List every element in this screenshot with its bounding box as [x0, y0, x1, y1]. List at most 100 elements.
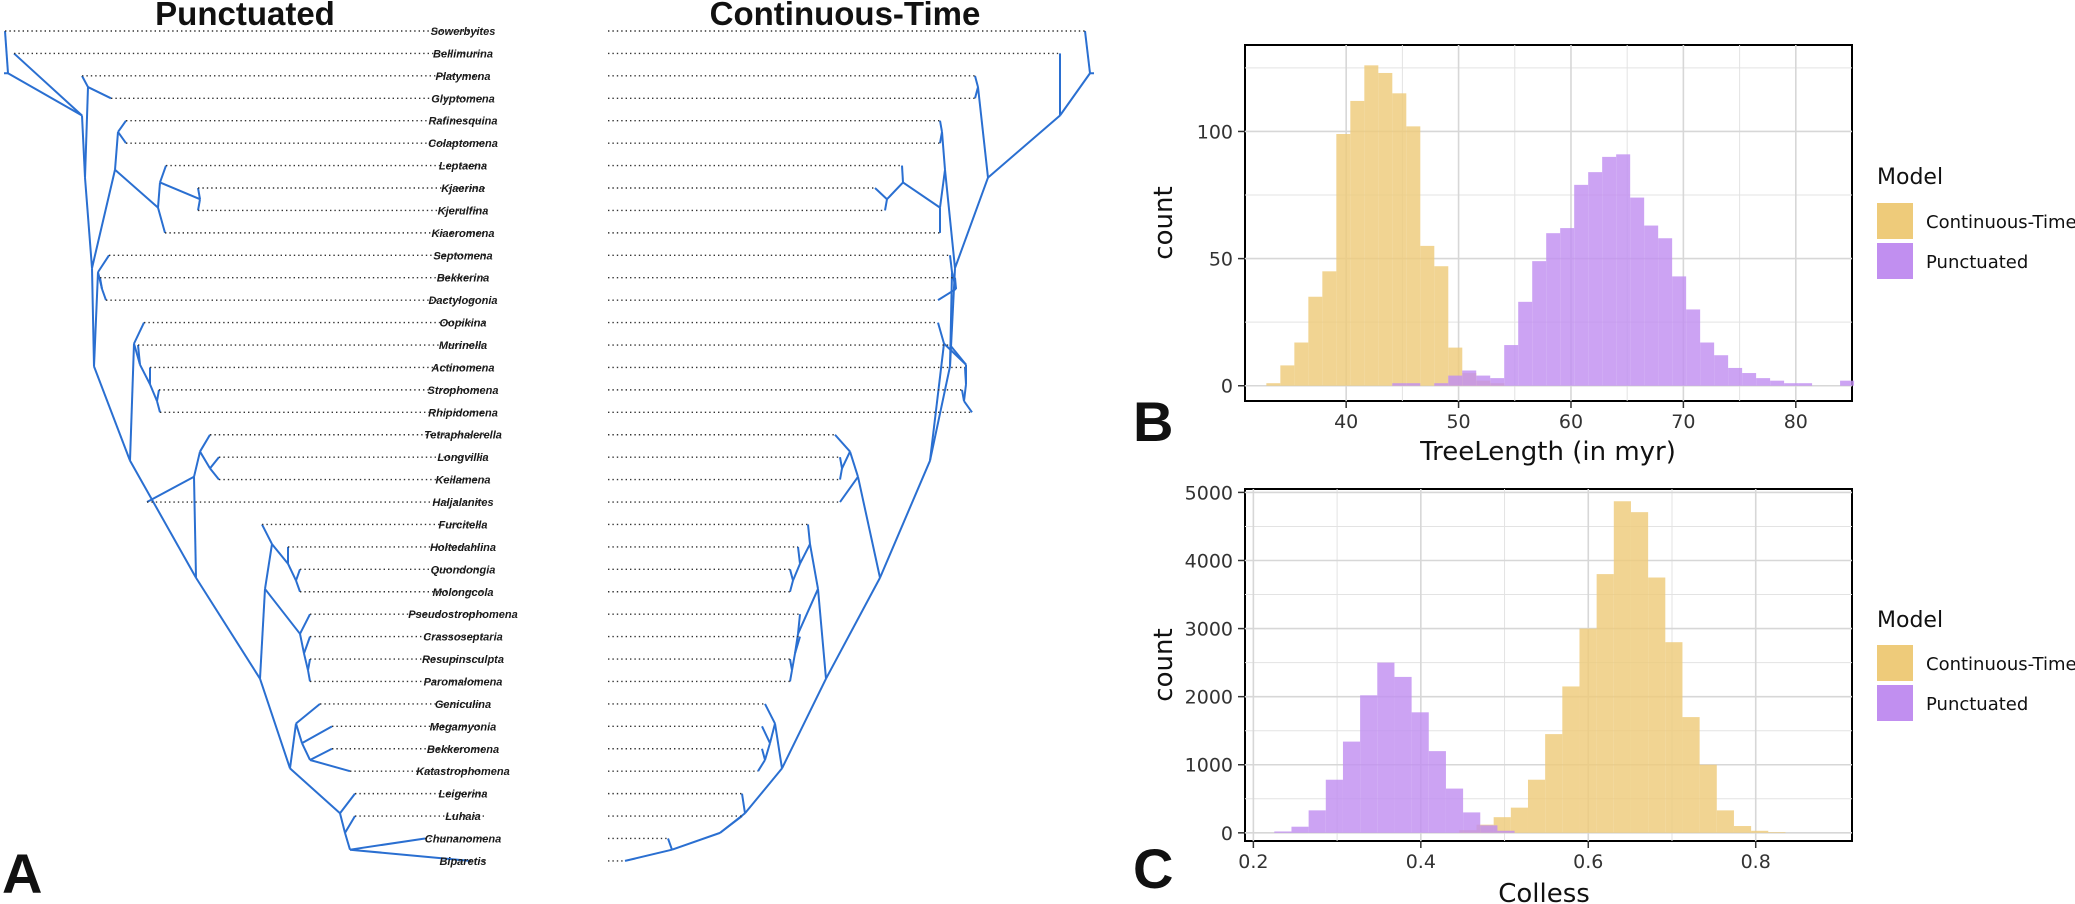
bar-continuous-time	[1682, 717, 1700, 833]
taxon-label: Rafinesquina	[428, 116, 497, 128]
tree-branch	[157, 182, 161, 208]
x-tick-label: 0.4	[1406, 851, 1436, 873]
y-axis-label-b: count	[1149, 186, 1179, 259]
tree-branch	[1059, 72, 1091, 117]
legend-swatch-continuous-c	[1877, 645, 1913, 681]
bar-continuous-time	[1266, 383, 1281, 386]
tree-branch	[193, 451, 201, 478]
taxon-label: Bekkerina	[437, 273, 490, 285]
tree-branch	[757, 759, 766, 772]
taxon-label: Holtedahlina	[430, 542, 496, 554]
bar-continuous-time	[1630, 512, 1649, 833]
x-axis-label-c: Colless	[1498, 879, 1590, 904]
tree-branch	[91, 169, 116, 269]
tree-branch	[156, 389, 160, 402]
tree-branch	[344, 832, 351, 850]
tree-branch	[295, 568, 301, 581]
panel-a-phylogeny: Punctuated Continuous-Time Sowerbyites Be…	[2, 0, 1094, 904]
bar-continuous-time	[1733, 826, 1752, 833]
bar-punctuated	[1274, 831, 1292, 833]
bar-continuous-time	[1510, 807, 1528, 833]
tree-branch	[349, 848, 471, 862]
tree-branch	[129, 343, 135, 461]
taxon-labels: Sowerbyites Bellimurina Platymena Glyptomen…	[408, 26, 517, 868]
taxon-label: Keilamena	[435, 475, 490, 487]
x-axis-label-b: TreeLength (in myr)	[1419, 437, 1676, 467]
tree-branch	[781, 678, 827, 769]
tree-branch	[259, 678, 291, 769]
bar-continuous-time	[1665, 642, 1683, 833]
tree-branch	[159, 181, 201, 201]
tree-branch	[344, 815, 356, 834]
tree-branch	[667, 838, 673, 851]
taxon-label: Leigerina	[439, 789, 488, 801]
tree-branch	[97, 254, 110, 273]
legend-b: Model Continuous-Time Punctuated	[1877, 165, 2075, 279]
tree-branch	[886, 181, 904, 200]
tree-branch	[129, 460, 197, 579]
bar-punctuated	[1700, 342, 1715, 386]
taxon-label: Furcitella	[439, 519, 488, 531]
bar-punctuated	[1308, 810, 1326, 833]
tree-branch	[81, 115, 86, 178]
bar-continuous-time	[1364, 65, 1379, 386]
tree-branch	[264, 543, 273, 590]
legend-title-b: Model	[1877, 165, 1943, 190]
tree-branch	[133, 343, 141, 365]
tree-branch	[624, 848, 673, 862]
tree-branch	[197, 187, 201, 200]
tree-branch	[954, 177, 989, 269]
taxon-label: Glyptomena	[431, 93, 495, 105]
bar-continuous-time	[1493, 817, 1511, 833]
tree-branch	[156, 400, 161, 413]
legend-item-continuous-c: Continuous-Time	[1926, 654, 2075, 675]
y-tick-label: 3000	[1185, 619, 1233, 641]
bar-continuous-time	[1336, 134, 1351, 386]
bar-punctuated	[1291, 826, 1309, 833]
legend-item-continuous-b: Continuous-Time	[1926, 212, 2075, 233]
taxon-label: Kiaeromena	[432, 228, 495, 240]
tree-branch	[264, 588, 301, 635]
tree-branch	[849, 451, 859, 478]
tree-branch	[874, 187, 888, 200]
tree-branch	[791, 653, 796, 671]
tree-branch	[87, 86, 112, 100]
tree-branch	[799, 543, 811, 565]
bar-continuous-time	[1392, 93, 1407, 386]
bar-punctuated	[1445, 788, 1464, 833]
tree-branch	[789, 670, 793, 682]
tree-branch	[301, 725, 333, 745]
legend-title-c: Model	[1877, 608, 1943, 633]
y-tick-label: 50	[1209, 249, 1233, 271]
taxon-label: Haljalanites	[432, 497, 493, 509]
tree-branch	[117, 120, 127, 133]
bar-punctuated	[1434, 383, 1449, 386]
bar-punctuated	[1360, 695, 1378, 833]
bar-punctuated	[1756, 378, 1771, 386]
bar-continuous-time	[1294, 342, 1309, 386]
tree-branch	[303, 636, 311, 654]
tree-branch	[807, 524, 811, 545]
tree-branch	[902, 181, 941, 209]
tree-branch	[949, 255, 953, 273]
tree-branch	[159, 165, 167, 183]
tree-branch	[879, 460, 931, 579]
x-tick-label: 80	[1784, 411, 1808, 433]
legend-swatch-punctuated-c	[1877, 685, 1913, 721]
x-tick-label: 0.2	[1238, 851, 1268, 873]
bar-punctuated	[1342, 741, 1361, 833]
bar-continuous-time	[1350, 100, 1365, 386]
bar-continuous-time	[1420, 245, 1435, 386]
tree-branch	[339, 793, 356, 814]
taxon-label: Septomena	[433, 250, 492, 262]
tree-branch	[671, 831, 721, 851]
bar-punctuated	[1588, 172, 1603, 386]
tree-branch	[774, 723, 783, 769]
tree-branch	[974, 75, 979, 88]
bar-continuous-time	[1406, 126, 1421, 386]
tree-branch	[149, 383, 158, 402]
y-tick-label: 0	[1221, 823, 1233, 845]
y-tick-label: 1000	[1185, 755, 1233, 777]
taxon-label: Pseudostrophomena	[408, 609, 517, 621]
